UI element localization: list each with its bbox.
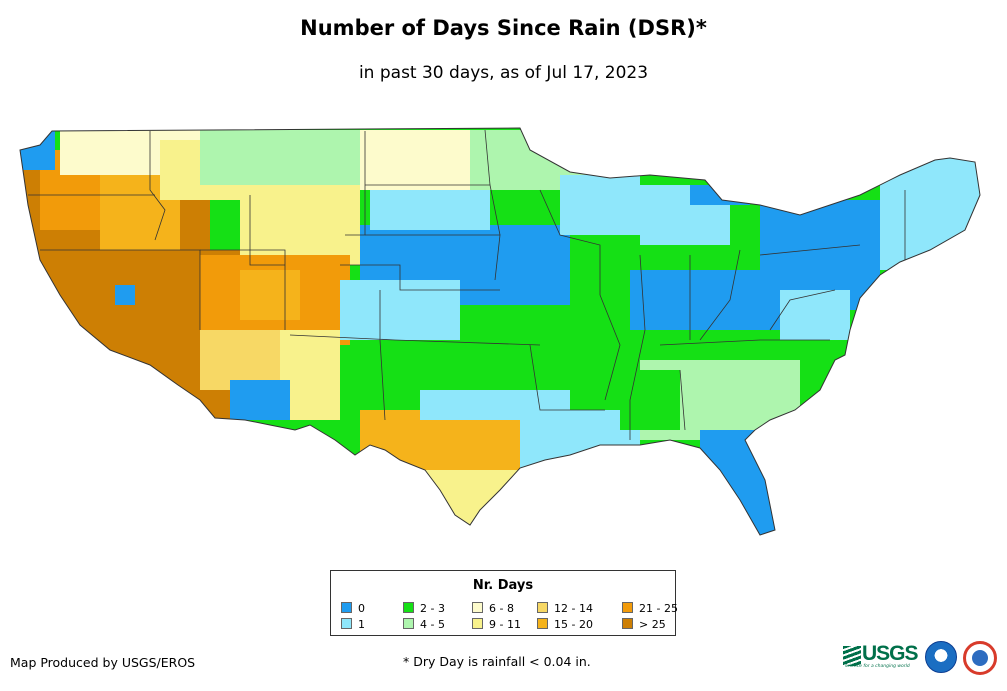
legend-label: 12 - 14 [554, 602, 593, 615]
legend: Nr. Days 0 1 2 - 3 4 - 5 6 - 8 9 - 11 12 - 14 1… [330, 570, 678, 636]
legend-label: 6 - 8 [489, 602, 514, 615]
legend-swatch [537, 602, 548, 613]
legend-label: 2 - 3 [420, 602, 445, 615]
legend-item: 0 [341, 602, 365, 615]
legend-swatch [341, 602, 352, 613]
legend-swatch [472, 618, 483, 629]
region-florida-0 [700, 430, 790, 535]
legend-label: 0 [358, 602, 365, 615]
legend-label: 15 - 20 [554, 618, 593, 631]
region-wisconsin-1 [560, 175, 640, 235]
legend-item: 1 [341, 618, 365, 631]
legend-swatch [403, 602, 414, 613]
usgs-logo-text: USGS [862, 642, 919, 665]
region-utah-15-20 [240, 270, 300, 320]
legend-label: > 25 [639, 618, 666, 631]
us-outline [19, 127, 981, 536]
credit-text: Map Produced by USGS/EROS [10, 655, 196, 670]
region-wyoming-9-11 [240, 195, 360, 265]
legend-swatch [403, 618, 414, 629]
region-virginia-1 [780, 290, 850, 340]
legend-item: 15 - 20 [537, 618, 593, 631]
nws-logo-inner [972, 650, 988, 666]
legend-swatch [622, 618, 633, 629]
legend-label: 21 - 25 [639, 602, 678, 615]
region-southwest-monsoon-0 [230, 380, 290, 420]
region-georgia-2-3 [620, 370, 680, 430]
legend-label: 9 - 11 [489, 618, 521, 631]
footnote-text: * Dry Day is rainfall < 0.04 in. [403, 654, 591, 669]
map-title: Number of Days Since Rain (DSR)* [300, 16, 707, 40]
usgs-logo-tagline: science for a changing world [845, 664, 910, 669]
state-borders [28, 129, 906, 440]
legend-swatch [537, 618, 548, 629]
map-fill [20, 128, 980, 535]
legend-label: 1 [358, 618, 365, 631]
legend-title: Nr. Days [472, 578, 534, 593]
region-north-plains-4-5 [200, 130, 370, 185]
legend-label: 4 - 5 [420, 618, 445, 631]
legend-swatch [472, 602, 483, 613]
legend-item: 4 - 5 [403, 618, 445, 631]
map-subtitle: in past 30 days, as of Jul 17, 2023 [358, 63, 649, 83]
region-nevada-0 [115, 285, 135, 305]
usgs-wave-icon [843, 646, 861, 666]
legend-swatch [341, 618, 352, 629]
legend-item: 6 - 8 [472, 602, 514, 615]
region-south-dakota-1 [370, 190, 490, 230]
legend-item: 2 - 3 [403, 602, 445, 615]
noaa-logo-icon [925, 641, 957, 673]
nws-logo-icon [963, 641, 997, 675]
legend-item: 12 - 14 [537, 602, 593, 615]
legend-item: > 25 [622, 618, 666, 631]
legend-swatch [622, 602, 633, 613]
legend-item: 21 - 25 [622, 602, 678, 615]
legend-item: 9 - 11 [472, 618, 521, 631]
usgs-logo: USGS science for a changing world [843, 642, 919, 670]
